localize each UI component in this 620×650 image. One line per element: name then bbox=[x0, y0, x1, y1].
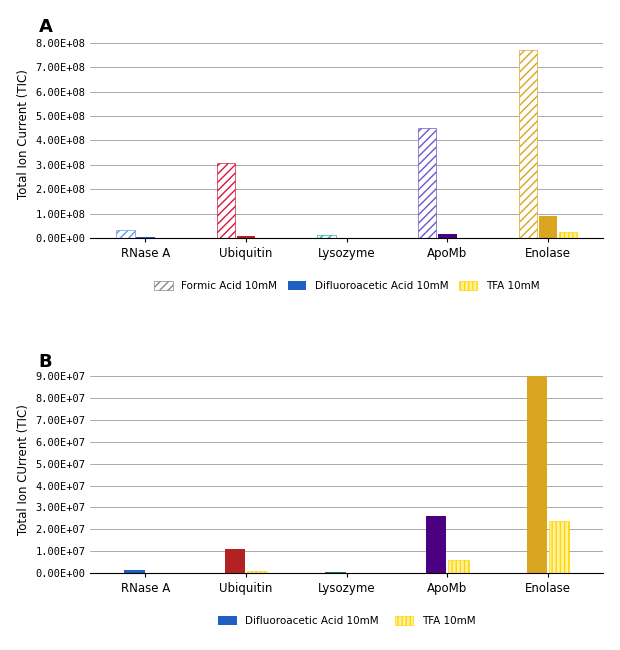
Bar bbox=[225, 549, 245, 573]
Legend: Formic Acid 10mM, Difluoroacetic Acid 10mM, TFA 10mM: Formic Acid 10mM, Difluoroacetic Acid 10… bbox=[150, 277, 544, 296]
Text: B: B bbox=[39, 352, 52, 370]
Bar bbox=[317, 235, 336, 239]
Legend: Difluoroacetic Acid 10mM, TFA 10mM: Difluoroacetic Acid 10mM, TFA 10mM bbox=[214, 612, 479, 630]
Bar bbox=[518, 50, 537, 239]
Bar bbox=[337, 238, 356, 239]
Bar bbox=[539, 216, 557, 239]
Bar bbox=[559, 232, 577, 239]
Bar bbox=[438, 233, 456, 239]
Y-axis label: Total Ion CUrrent (TIC): Total Ion CUrrent (TIC) bbox=[17, 404, 30, 534]
Bar bbox=[237, 237, 255, 239]
Bar bbox=[247, 571, 267, 573]
Y-axis label: Total Ion Current (TIC): Total Ion Current (TIC) bbox=[17, 70, 30, 200]
Bar bbox=[458, 238, 477, 239]
Bar bbox=[418, 128, 436, 239]
Bar bbox=[124, 570, 144, 573]
Bar bbox=[216, 162, 235, 239]
Bar bbox=[326, 571, 346, 573]
Text: A: A bbox=[39, 18, 53, 36]
Bar bbox=[426, 516, 446, 573]
Bar bbox=[527, 376, 547, 573]
Bar bbox=[549, 521, 569, 573]
Bar bbox=[116, 230, 135, 239]
Bar bbox=[448, 560, 469, 573]
Bar bbox=[136, 237, 155, 239]
